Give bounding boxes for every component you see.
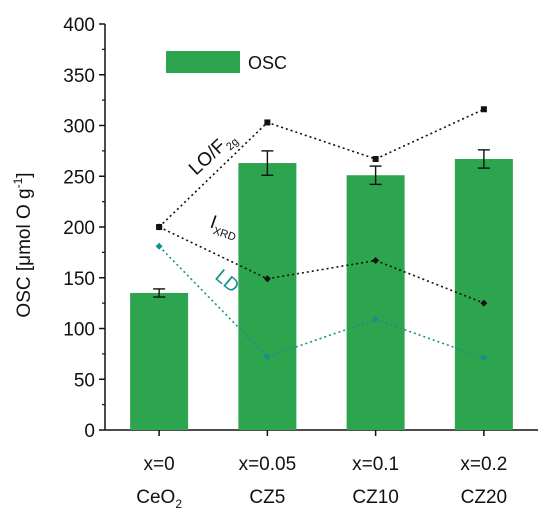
- series-line: [158, 245, 485, 359]
- category-label-top: x=0.05: [239, 454, 297, 475]
- lines: [155, 106, 488, 362]
- y-tick-label: 200: [63, 218, 95, 239]
- y-axis-title-sup: -1: [11, 177, 25, 188]
- category-label-base: CZ10: [352, 487, 398, 508]
- series-line: [158, 108, 485, 228]
- category-label-base: CZ5: [249, 487, 285, 508]
- bars: [130, 149, 513, 430]
- series-point: [263, 275, 271, 283]
- series-point: [480, 354, 488, 362]
- legend: OSC: [166, 51, 287, 73]
- legend-swatch: [166, 51, 240, 73]
- category-label-top: x=0: [144, 454, 175, 475]
- legend-label: OSC: [248, 53, 287, 73]
- category-label-base: CeO2: [136, 487, 182, 511]
- y-tick-label: 100: [63, 320, 95, 341]
- bar: [130, 292, 189, 430]
- annotation-ixrd-sub: XRD: [211, 225, 237, 244]
- annotation-ld: LD: [211, 266, 243, 298]
- y-axis-title: OSC [μmol O g-1]: [11, 172, 35, 317]
- category-label-top: x=0.2: [460, 454, 507, 475]
- annotation-ixrd: IXRD: [206, 212, 241, 244]
- series-point: [372, 315, 380, 323]
- y-tick-label: 250: [63, 167, 95, 188]
- y-tick-label: 350: [63, 66, 95, 87]
- bar: [238, 163, 297, 430]
- annotation-ld-base: LD: [211, 266, 243, 298]
- y-tick-label: 400: [63, 15, 95, 36]
- series-point: [264, 119, 271, 126]
- annotation-ixrd-base: I: [207, 212, 219, 234]
- series-point: [155, 242, 163, 250]
- labels: 0 50 100 150 200 250 300 350 400 x=0 CeO2 x=0.05 CZ5…: [63, 15, 507, 511]
- series-point: [263, 353, 271, 361]
- series-line: [158, 226, 485, 304]
- category-label-top: x=0.1: [352, 454, 399, 475]
- annotation-lo-f2g-base: LO/F: [185, 135, 230, 179]
- category-label-base: CZ20: [461, 487, 507, 508]
- bar: [454, 158, 513, 430]
- series-point: [372, 155, 379, 162]
- series-point: [372, 256, 380, 264]
- y-axis-title-end: ]: [14, 172, 35, 177]
- series-point: [155, 223, 163, 231]
- y-tick-label: 0: [84, 421, 95, 442]
- y-axis-title-main: OSC [μmol O g: [14, 188, 35, 317]
- bar: [346, 175, 405, 430]
- series-point: [480, 299, 488, 307]
- series-point: [480, 106, 487, 113]
- annotation-lo-f2g: LO/F2g: [185, 127, 241, 182]
- y-tick-label: 300: [63, 117, 95, 138]
- y-tick-label: 50: [74, 370, 95, 391]
- y-tick-label: 150: [63, 269, 95, 290]
